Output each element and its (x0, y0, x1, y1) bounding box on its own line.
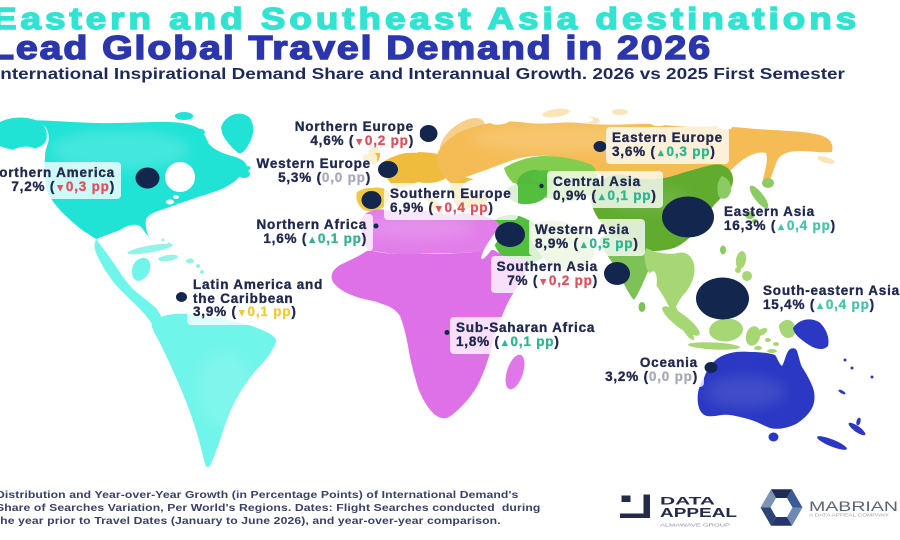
svg-text:DATA: DATA (660, 496, 715, 508)
svg-text:ALMAWAVE GROUP: ALMAWAVE GROUP (660, 523, 730, 529)
svg-text:MABRIAN: MABRIAN (809, 499, 898, 514)
svg-text:A DATA APPEAL COMPANY: A DATA APPEAL COMPANY (809, 513, 889, 518)
svg-text:APPEAL: APPEAL (660, 506, 738, 520)
